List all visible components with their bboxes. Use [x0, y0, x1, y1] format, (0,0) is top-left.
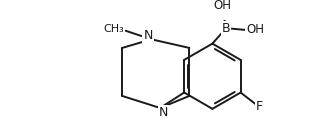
Text: F: F: [256, 100, 263, 113]
Text: OH: OH: [214, 0, 232, 11]
Text: N: N: [159, 106, 168, 119]
Text: OH: OH: [246, 23, 264, 36]
Text: CH₃: CH₃: [103, 24, 124, 34]
Text: B: B: [222, 22, 230, 35]
Text: N: N: [143, 29, 153, 42]
